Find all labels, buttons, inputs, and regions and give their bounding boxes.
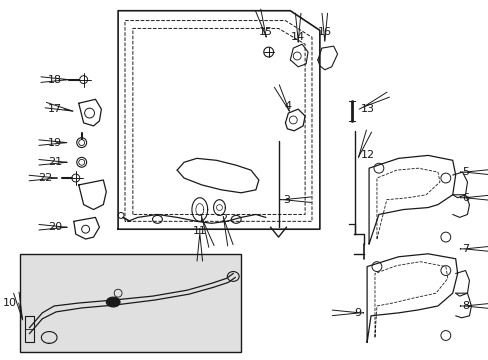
Text: 16: 16 — [317, 27, 331, 37]
Text: 10: 10 — [3, 298, 17, 308]
Text: 1: 1 — [198, 214, 205, 224]
Text: 18: 18 — [48, 75, 62, 85]
Text: 20: 20 — [48, 222, 62, 232]
Text: 2: 2 — [220, 214, 226, 224]
Text: 5: 5 — [462, 167, 468, 177]
Text: 21: 21 — [48, 157, 62, 167]
Text: 19: 19 — [48, 138, 62, 148]
Text: 3: 3 — [283, 195, 290, 205]
Text: 7: 7 — [462, 244, 469, 254]
Text: 15: 15 — [258, 27, 272, 37]
Text: 4: 4 — [284, 101, 291, 111]
Ellipse shape — [106, 297, 120, 307]
Text: 13: 13 — [361, 104, 374, 114]
Text: 17: 17 — [48, 104, 62, 114]
FancyBboxPatch shape — [20, 254, 241, 352]
Text: 14: 14 — [290, 32, 305, 42]
Text: 12: 12 — [361, 150, 375, 161]
Text: 8: 8 — [462, 301, 469, 311]
Text: 11: 11 — [192, 226, 206, 236]
Text: 6: 6 — [462, 193, 468, 203]
Text: 9: 9 — [353, 308, 361, 318]
Text: 22: 22 — [38, 173, 52, 183]
